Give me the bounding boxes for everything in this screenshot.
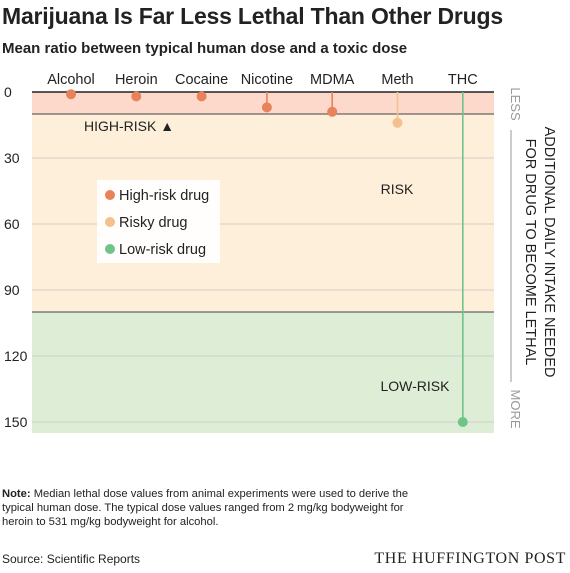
y-tick-label-150: 150 — [4, 414, 28, 430]
data-point-meth — [392, 117, 403, 128]
scale-end-bottom: MORE — [508, 390, 523, 429]
right-axis-label-line-2: FOR DRUG TO BECOME LETHAL — [522, 139, 538, 366]
data-point-heroin — [131, 91, 142, 102]
data-point-nicotine — [261, 102, 272, 113]
legend-label-high-risk-drug: High-risk drug — [119, 188, 209, 204]
y-tick-label-30: 30 — [4, 150, 20, 166]
y-tick-label-60: 60 — [4, 216, 20, 232]
x-category-label-nicotine: Nicotine — [241, 72, 293, 88]
publisher-logo: THE HUFFINGTON POST — [374, 550, 566, 567]
legend-box — [97, 180, 220, 263]
source-credit: Source: Scientific Reports — [2, 552, 141, 566]
chart-note: Note: Median lethal dose values from ani… — [2, 487, 412, 529]
note-label: Note: — [2, 488, 31, 500]
legend-label-risky-drug: Risky drug — [119, 215, 188, 231]
chart-subtitle: Mean ratio between typical human dose an… — [2, 40, 408, 57]
legend-marker-risky-drug — [105, 217, 115, 227]
chart-plot: 0 30 60 90 120 150 Alcohol Heroin Cocaine Nicotin… — [4, 72, 557, 433]
y-tick-label-90: 90 — [4, 282, 20, 298]
scale-end-top: LESS — [508, 87, 523, 121]
chart-title: Marijuana Is Far Less Lethal Than Other … — [2, 3, 503, 29]
zone-label-risk: RISK — [381, 181, 414, 197]
note-text: Median lethal dose values from animal ex… — [2, 488, 409, 528]
x-category-label-thc: THC — [448, 72, 478, 88]
x-category-label-cocaine: Cocaine — [175, 72, 228, 88]
y-tick-label-0: 0 — [4, 84, 12, 100]
legend-marker-high-risk-drug — [105, 190, 115, 200]
legend-label-low-risk-drug: Low-risk drug — [119, 242, 206, 258]
x-category-label-meth: Meth — [381, 72, 413, 88]
x-category-label-alcohol: Alcohol — [47, 72, 95, 88]
zone-band-low-risk — [32, 312, 494, 433]
y-tick-label-120: 120 — [4, 348, 28, 364]
x-category-label-mdma: MDMA — [310, 72, 355, 88]
data-point-alcohol — [66, 89, 76, 100]
data-point-mdma — [327, 106, 338, 117]
zone-band-high-risk — [32, 92, 494, 114]
data-point-thc — [457, 417, 468, 427]
x-category-label-heroin: Heroin — [115, 72, 158, 88]
zone-label-high-risk: HIGH-RISK ▲ — [84, 118, 174, 134]
right-axis-label-line-1: ADDITIONAL DAILY INTAKE NEEDED — [541, 127, 557, 378]
data-point-cocaine — [196, 91, 207, 102]
legend-marker-low-risk-drug — [105, 244, 115, 254]
zone-label-low-risk: LOW-RISK — [381, 378, 451, 394]
